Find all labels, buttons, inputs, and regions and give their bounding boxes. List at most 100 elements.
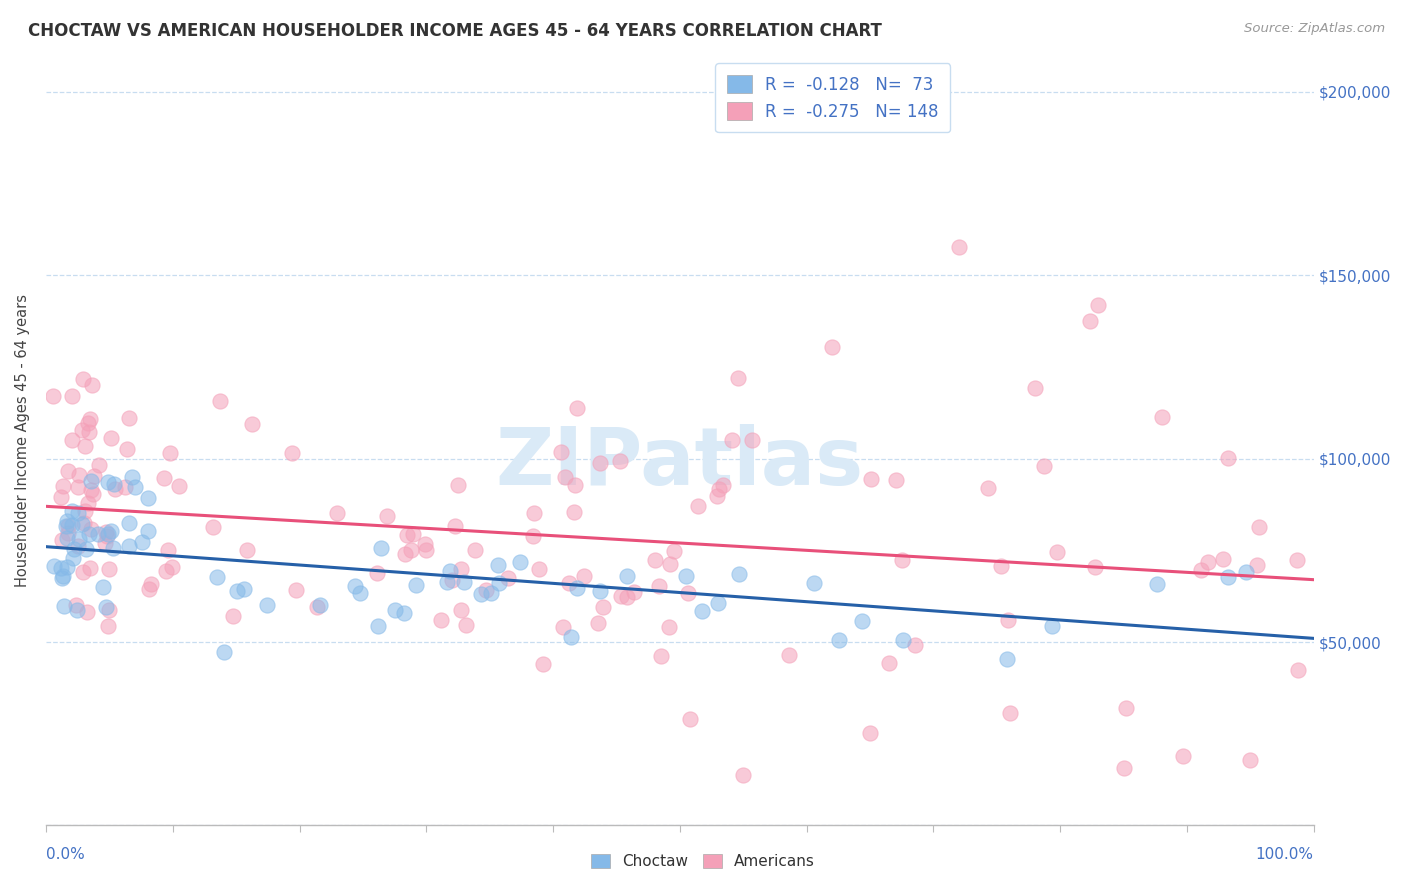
- Point: [859, 472, 882, 486]
- Point: [522, 529, 544, 543]
- Point: [778, 648, 800, 663]
- Point: [96, 600, 118, 615]
- Point: [562, 505, 585, 519]
- Point: [80, 483, 103, 497]
- Point: [741, 433, 763, 447]
- Point: [66, 480, 89, 494]
- Point: [891, 632, 914, 647]
- Point: [444, 519, 467, 533]
- Point: [707, 596, 730, 610]
- Point: [1024, 381, 1046, 395]
- Point: [997, 613, 1019, 627]
- Point: [60, 434, 83, 448]
- Point: [72, 372, 94, 386]
- Point: [728, 566, 751, 581]
- Point: [75, 439, 97, 453]
- Point: [678, 712, 700, 726]
- Point: [450, 603, 472, 617]
- Point: [553, 619, 575, 633]
- Point: [589, 584, 612, 599]
- Point: [1286, 663, 1309, 677]
- Point: [70, 423, 93, 437]
- Point: [616, 569, 638, 583]
- Point: [136, 524, 159, 538]
- Point: [1040, 618, 1063, 632]
- Point: [97, 527, 120, 541]
- Point: [103, 476, 125, 491]
- Text: ZIPatlas: ZIPatlas: [496, 425, 865, 502]
- Point: [236, 543, 259, 558]
- Point: [76, 496, 98, 510]
- Point: [488, 575, 510, 590]
- Point: [1033, 458, 1056, 473]
- Point: [658, 620, 681, 634]
- Point: [429, 613, 451, 627]
- Point: [560, 630, 582, 644]
- Point: [1239, 753, 1261, 767]
- Point: [77, 527, 100, 541]
- Point: [440, 573, 463, 587]
- Point: [616, 591, 638, 605]
- Point: [60, 389, 83, 403]
- Point: [706, 489, 728, 503]
- Point: [447, 478, 470, 492]
- Point: [73, 504, 96, 518]
- Point: [67, 539, 90, 553]
- Point: [155, 564, 177, 578]
- Point: [76, 416, 98, 430]
- Text: 0.0%: 0.0%: [46, 847, 84, 863]
- Text: Source: ZipAtlas.com: Source: ZipAtlas.com: [1244, 22, 1385, 36]
- Point: [100, 430, 122, 444]
- Point: [405, 578, 427, 592]
- Point: [415, 542, 437, 557]
- Point: [159, 446, 181, 460]
- Point: [1212, 552, 1234, 566]
- Point: [60, 503, 83, 517]
- Point: [79, 561, 101, 575]
- Point: [67, 506, 90, 520]
- Point: [1216, 569, 1239, 583]
- Point: [72, 566, 94, 580]
- Point: [891, 553, 914, 567]
- Point: [370, 541, 392, 555]
- Point: [55, 519, 77, 533]
- Point: [65, 598, 87, 612]
- Point: [136, 491, 159, 506]
- Point: [52, 479, 75, 493]
- Point: [564, 477, 586, 491]
- Point: [877, 656, 900, 670]
- Point: [56, 560, 79, 574]
- Point: [52, 569, 75, 583]
- Point: [1000, 706, 1022, 720]
- Point: [87, 458, 110, 472]
- Point: [233, 582, 256, 596]
- Point: [139, 577, 162, 591]
- Point: [402, 526, 425, 541]
- Point: [662, 544, 685, 558]
- Point: [153, 470, 176, 484]
- Point: [1285, 553, 1308, 567]
- Point: [554, 470, 576, 484]
- Point: [52, 599, 75, 613]
- Point: [97, 618, 120, 632]
- Point: [609, 454, 631, 468]
- Point: [592, 599, 614, 614]
- Point: [450, 562, 472, 576]
- Point: [721, 433, 744, 447]
- Point: [104, 482, 127, 496]
- Point: [464, 542, 486, 557]
- Point: [474, 582, 496, 597]
- Point: [73, 516, 96, 530]
- Point: [256, 599, 278, 613]
- Point: [281, 445, 304, 459]
- Point: [118, 539, 141, 553]
- Point: [531, 657, 554, 671]
- Point: [80, 522, 103, 536]
- Point: [201, 520, 224, 534]
- Point: [439, 564, 461, 578]
- Point: [76, 605, 98, 619]
- Point: [51, 533, 73, 548]
- Point: [60, 518, 83, 533]
- Point: [305, 599, 328, 614]
- Point: [565, 581, 588, 595]
